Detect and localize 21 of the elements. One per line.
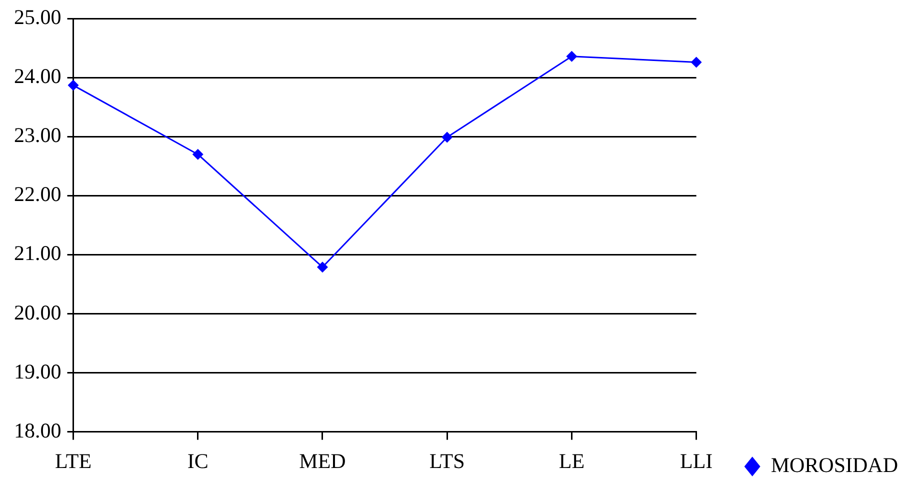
point	[192, 148, 204, 160]
x-tick-label: IC	[187, 448, 208, 473]
x-tick-label: LTE	[54, 448, 92, 473]
y-tick-label: 21.00	[14, 241, 62, 266]
x-tick-label: LLI	[680, 448, 713, 473]
y-tick-label: 24.00	[14, 64, 62, 88]
y-tick-label: 25.00	[14, 5, 62, 30]
y-tick-label: 18.00	[14, 418, 62, 442]
x-tick-label: LTS	[429, 448, 465, 473]
y-tick-label: 23.00	[14, 123, 62, 148]
point	[68, 80, 79, 91]
legend-label: MOROSIDAD	[770, 453, 898, 478]
y-tick-label: 22.00	[14, 182, 62, 206]
x-tick-label: LE	[558, 448, 585, 473]
point	[442, 132, 453, 143]
point	[566, 50, 578, 62]
y-tick-label: 19.00	[14, 359, 62, 384]
y-tick-label: 20.00	[14, 300, 62, 324]
point	[316, 262, 328, 273]
point	[690, 56, 702, 68]
x-tick-label: MED	[299, 448, 346, 473]
